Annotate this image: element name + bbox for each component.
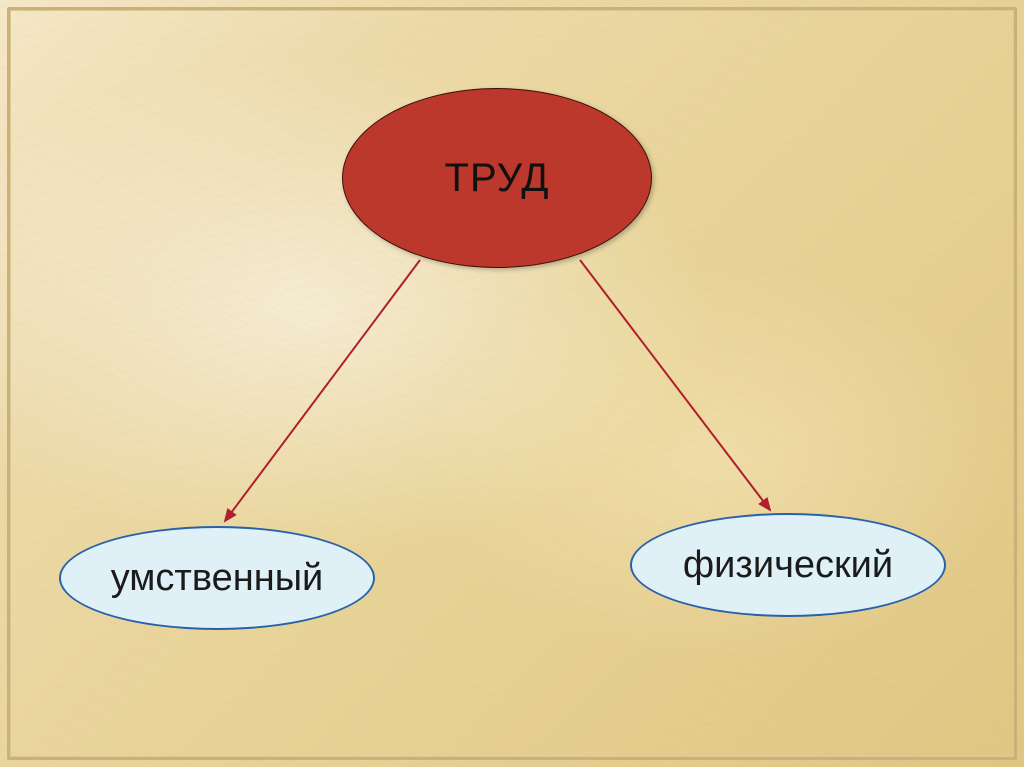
root-node: ТРУД (342, 88, 652, 268)
right-node: физический (630, 513, 946, 617)
right-node-label: физический (683, 544, 893, 587)
left-node: умственный (59, 526, 375, 630)
root-node-label: ТРУД (445, 156, 550, 201)
left-node-label: умственный (111, 557, 324, 600)
